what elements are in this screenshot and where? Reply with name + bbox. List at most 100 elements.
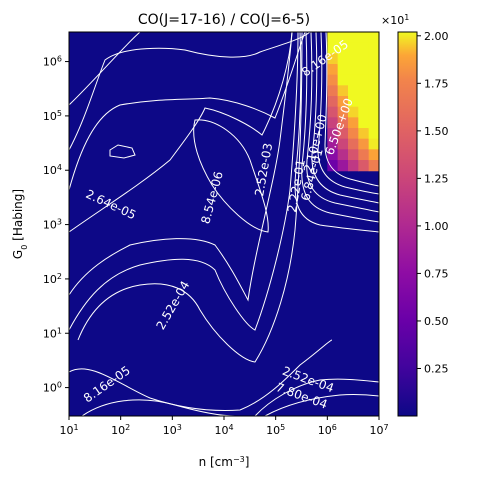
heatmap-cell [327,96,339,108]
heatmap-cell [358,53,370,65]
contour-line [77,32,303,363]
heatmap-cell [348,74,359,86]
contour-line [254,378,379,416]
colorbar-tick-label: 1.50 [424,125,449,138]
contour-line [306,32,379,213]
heatmap-cell [358,138,370,150]
heatmap-cell [368,53,379,65]
contour-lines [69,32,379,416]
heatmap-cell [368,138,379,150]
plot-area: 8.16e-056.50e+002.10e+006.84e-012.22e-01… [68,31,380,417]
heatmap-cell [358,128,370,140]
y-tick-label: 103 [43,217,62,232]
x-axis: 101 102 103 104 105 106 107 [59,416,389,438]
heatmap-cell [337,117,349,129]
heatmap-cell [327,106,339,118]
heatmap-cell [337,128,349,140]
heatmap-cell [348,42,359,54]
contour-line [69,32,293,233]
heatmap-cell [368,64,379,76]
contour-line [69,32,299,331]
heatmap-cell [348,138,359,150]
y-axis-label: G0 [Habing] [11,189,29,259]
contour-line [109,144,136,159]
x-tick-label: 105 [266,423,285,438]
heatmap-cell [358,85,370,97]
contour-line [301,32,379,223]
heatmap-cell [358,149,370,161]
heatmap-cell [327,64,339,76]
heatmap-cell [327,42,339,54]
y-tick-label: 106 [43,54,62,69]
colorbar-tick-label: 0.25 [424,362,449,375]
heatmap-cell [337,160,349,172]
contour-line [294,32,379,233]
x-tick-label: 106 [318,423,337,438]
x-tick-label: 107 [369,423,388,438]
heatmap-cell [368,160,379,172]
heatmap-cell [327,128,339,140]
heatmap-cell [327,53,339,65]
heatmap-cell [368,106,379,118]
heatmap-cell [358,32,370,44]
heatmap-cell [368,74,379,86]
heatmap-cell [327,74,339,86]
x-tick-label: 101 [59,423,78,438]
contour-line [264,394,379,416]
heatmap-cell [348,128,359,140]
colorbar-tick-label: 0.50 [424,315,449,328]
heatmap-cell [337,138,349,150]
heatmap-cell [337,149,349,161]
heatmap-cell [368,117,379,129]
contour-line [69,32,141,106]
heatmap-cell [327,85,339,97]
heatmap-cell [348,117,359,129]
heatmap-cell [348,149,359,161]
heatmap-cell [368,42,379,54]
contour-line [69,32,306,191]
contour-line [69,32,311,151]
heatmap-cell [337,42,349,54]
contour-line [69,32,293,302]
heatmap-cells [327,32,379,172]
heatmap-cell [358,117,370,129]
colorbar-tick-label: 1.25 [424,172,449,185]
heatmap-cell [337,96,349,108]
x-tick-label: 102 [111,423,130,438]
colorbar-ticks: 0.25 0.50 0.75 1.00 1.25 1.50 1.75 2.00 [417,30,449,375]
heatmap-cell [348,106,359,118]
colorbar-tick-label: 1.00 [424,220,449,233]
heatmap-cell [358,64,370,76]
y-tick-label: 101 [43,326,62,341]
heatmap-cell [358,42,370,54]
y-tick-label: 104 [43,163,62,178]
contour-line [311,32,379,204]
heatmap-cell [348,64,359,76]
heatmap-cell [337,32,349,44]
y-tick-label: 100 [43,380,62,395]
heatmap-cell [348,85,359,97]
y-tick-label: 105 [43,108,62,123]
heatmap-cell [358,74,370,86]
heatmap-cell [358,160,370,172]
heatmap-cell [368,96,379,108]
colorbar-multiplier: ×101 [381,13,409,28]
heatmap-cell [348,53,359,65]
heatmap-cell [337,53,349,65]
heatmap-cell [337,106,349,118]
heatmap-cell [348,160,359,172]
heatmap-cell [337,74,349,86]
heatmap-cell [337,64,349,76]
heatmap-cell [348,96,359,108]
colorbar-tick-label: 2.00 [424,30,449,43]
x-tick-label: 103 [163,423,182,438]
heatmap-cell [368,85,379,97]
y-tick-label: 102 [43,271,62,286]
heatmap-cell [327,32,339,44]
colorbar: 0.25 0.50 0.75 1.00 1.25 1.50 1.75 2.00 ×101 [381,13,449,417]
contour-line [81,399,236,416]
y-axis: 100 101 102 103 104 105 106 [43,54,69,395]
heatmap-cell [358,96,370,108]
colorbar-gradient [397,31,418,417]
